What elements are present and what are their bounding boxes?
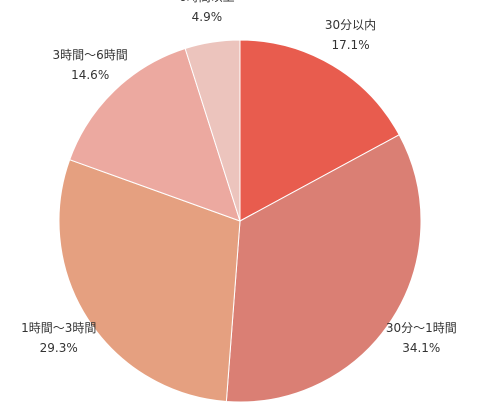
value-label: 17.1% xyxy=(331,38,369,52)
pie-slice xyxy=(184,39,241,222)
pie-slice xyxy=(239,39,400,222)
value-label: 29.3% xyxy=(40,341,78,355)
value-label: 34.1% xyxy=(402,341,440,355)
value-label: 4.9% xyxy=(192,10,223,24)
slice-label: 6時間以上 xyxy=(179,0,235,4)
slice-label: 3時間～6時間 xyxy=(53,48,128,62)
slice-label: 1時間～3時間 xyxy=(21,321,96,335)
value-label: 14.6% xyxy=(71,68,109,82)
pie-slice xyxy=(225,134,422,403)
slice-label: 30分～1時間 xyxy=(386,321,457,335)
pie-slice xyxy=(58,159,241,403)
slice-label: 30分以内 xyxy=(325,18,376,32)
pie-slice xyxy=(69,47,241,222)
